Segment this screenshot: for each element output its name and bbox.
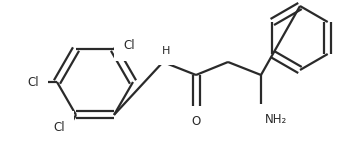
Text: Cl: Cl [123,39,135,52]
Text: Cl: Cl [53,120,65,133]
Text: H: H [162,46,170,56]
Text: O: O [191,115,201,128]
Text: NH₂: NH₂ [265,113,287,126]
Text: Cl: Cl [27,76,39,88]
